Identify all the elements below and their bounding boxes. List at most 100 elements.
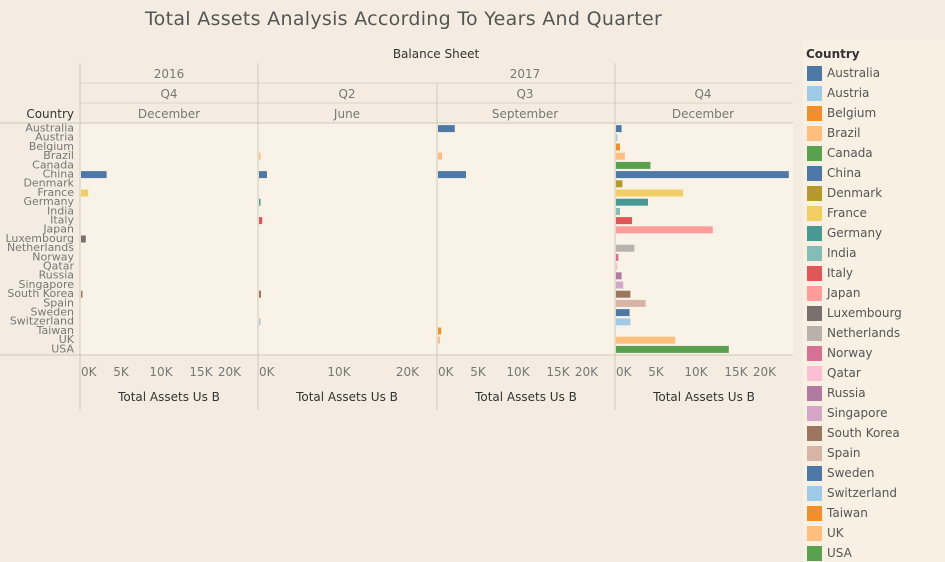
legend-item[interactable]: Netherlands [807,325,900,341]
legend-item[interactable]: Canada [807,145,873,161]
bar-australia[interactable] [438,125,455,133]
bar-south-korea[interactable] [616,290,631,298]
legend-item[interactable]: Taiwan [807,505,868,521]
legend-label: USA [827,546,852,560]
header-top: Balance Sheet [393,47,480,61]
bar-india[interactable] [616,207,620,215]
bar-china[interactable] [438,171,466,179]
bar-china[interactable] [259,171,267,179]
legend-item[interactable]: Brazil [807,125,861,141]
bar-norway[interactable] [616,253,619,261]
x-tick-label: 10K [149,365,173,379]
legend-item[interactable]: Japan [807,285,860,301]
x-tick-label: 0K [259,365,276,379]
bar-usa[interactable] [616,345,729,353]
quarter-label: Q3 [516,87,533,101]
bar-singapore[interactable] [616,281,624,289]
x-tick-label: 10K [506,365,530,379]
bar-germany[interactable] [616,198,648,206]
bar-australia[interactable] [616,125,622,133]
legend-item[interactable]: Spain [807,445,861,461]
legend-item[interactable]: South Korea [807,425,900,441]
legend-item[interactable]: Qatar [807,365,861,381]
bar-italy[interactable] [259,217,263,225]
bar-south-korea[interactable] [259,290,261,298]
legend-swatch [807,345,822,361]
legend-item[interactable]: Luxembourg [807,305,902,321]
legend-item[interactable]: UK [807,525,844,541]
bar-brazil[interactable] [616,152,625,160]
bar-netherlands[interactable] [616,244,635,252]
legend-item[interactable]: Belgium [807,105,876,121]
legend-item[interactable]: Australia [807,65,880,81]
country-label: Spain [43,296,74,309]
bar-taiwan[interactable] [438,327,442,335]
bar-south-korea[interactable] [81,290,83,298]
legend: Country Australia Austria Belgium Brazil Can… [803,40,945,562]
bar-switzerland[interactable] [616,318,631,326]
legend-item[interactable]: USA [807,545,852,561]
chart-area: Balance Sheet 2016 2017 Q4 Q2 Q3 Q4 Dece… [0,47,793,410]
bar-italy[interactable] [616,217,632,225]
bar-france[interactable] [616,189,684,197]
country-label: Denmark [23,177,74,190]
country-label: France [37,186,74,199]
x-tick-label: 10K [327,365,351,379]
bar-uk[interactable] [438,336,440,344]
row-header: Country [26,107,74,121]
bar-brazil[interactable] [438,152,442,160]
legend-swatch [807,285,822,301]
legend-item[interactable]: Russia [807,385,866,401]
bar-china[interactable] [81,171,107,179]
legend-item[interactable]: Norway [807,345,873,361]
bar-germany[interactable] [259,198,261,206]
legend-label: France [827,206,867,220]
bar-france[interactable] [81,189,89,197]
legend-label: Luxembourg [827,306,902,320]
legend-label: Switzerland [827,486,897,500]
x-tick-label: 20K [218,365,242,379]
bar-belgium[interactable] [616,143,620,151]
bar-japan[interactable] [616,226,713,234]
legend-item[interactable]: Denmark [807,185,882,201]
legend-item[interactable]: Italy [807,265,853,281]
legend-item[interactable]: China [807,165,861,181]
bar-sweden[interactable] [616,309,630,317]
bar-russia[interactable] [616,272,622,280]
x-axis-label: Total Assets Us B [117,390,220,404]
x-tick-label: 5K [113,365,130,379]
bar-switzerland[interactable] [259,318,261,326]
month-label: December [672,107,734,121]
bar-denmark[interactable] [616,180,623,188]
legend-swatch [807,205,822,221]
legend-item[interactable]: Germany [807,225,882,241]
bar-spain[interactable] [616,299,646,307]
bar-austria[interactable] [616,134,618,142]
legend-item[interactable]: France [807,205,867,221]
bar-brazil[interactable] [259,152,261,160]
bar-luxembourg[interactable] [81,235,86,243]
x-tick-label: 0K [81,365,98,379]
legend-item[interactable]: Austria [807,85,869,101]
legend-item[interactable]: India [807,245,856,261]
chart-title: Total Assets Analysis According To Years… [145,8,663,30]
legend-label: Norway [827,346,873,360]
bar-canada[interactable] [616,161,651,169]
legend-item[interactable]: Switzerland [807,485,897,501]
x-tick-label: 20K [753,365,777,379]
country-label: Germany [23,195,74,208]
legend-label: Netherlands [827,326,901,340]
bar-qatar[interactable] [616,263,618,271]
bar-china[interactable] [616,171,789,179]
legend-swatch [807,265,822,281]
country-label: Brazil [43,149,74,162]
year-2017: 2017 [510,67,541,81]
legend-item[interactable]: Singapore [807,405,888,421]
legend-swatch [807,85,822,101]
legend-swatch [807,185,822,201]
legend-item[interactable]: Sweden [807,465,874,481]
x-tick-label: 15K [724,365,748,379]
x-axis-label: Total Assets Us B [295,390,398,404]
month-label: December [138,107,200,121]
bar-uk[interactable] [616,336,676,344]
